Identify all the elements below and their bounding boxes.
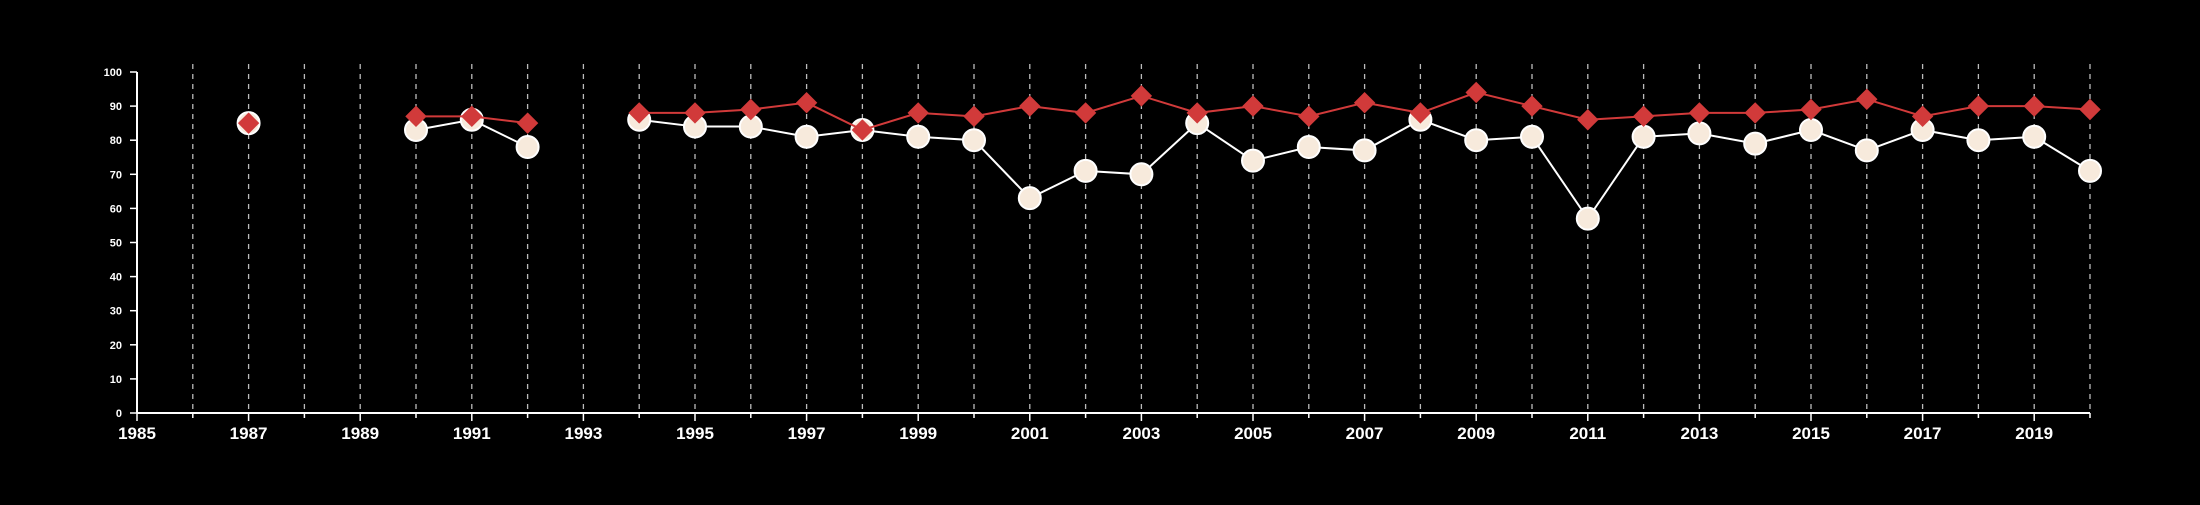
x-tick-label-1991: 1991 <box>453 424 491 443</box>
y-tick-label-20: 20 <box>110 340 122 352</box>
x-tick-label-1995: 1995 <box>676 424 714 443</box>
point-diamond-2015 <box>1800 98 1822 121</box>
point-circle-2019 <box>2022 124 2047 149</box>
y-tick-label-30: 30 <box>110 306 122 318</box>
point-diamond-2006 <box>1298 105 1320 128</box>
y-tick-label-80: 80 <box>110 135 122 147</box>
point-diamond-1999 <box>907 102 929 124</box>
x-tick-label-1999: 1999 <box>899 424 937 443</box>
point-diamond-2008 <box>1409 102 1432 124</box>
point-circle-2007 <box>1352 138 1377 163</box>
x-tick-label-2013: 2013 <box>1680 424 1718 443</box>
point-diamond-2020 <box>2079 98 2101 121</box>
point-circle-2005 <box>1241 148 1265 173</box>
y-tick-label-70: 70 <box>110 169 122 181</box>
point-diamond-1987 <box>237 112 260 134</box>
x-tick-label-2019: 2019 <box>2015 424 2053 443</box>
x-tick-label-1997: 1997 <box>788 424 826 443</box>
point-diamond-2003 <box>1130 85 1153 107</box>
point-diamond-2016 <box>1856 88 1878 110</box>
x-tick-label-2011: 2011 <box>1569 424 1606 443</box>
point-diamond-1997 <box>795 91 818 114</box>
point-circle-2015 <box>1799 117 1823 142</box>
point-circle-1992 <box>515 135 540 160</box>
x-tick-label-2009: 2009 <box>1457 424 1495 443</box>
point-diamond-1996 <box>740 98 762 121</box>
point-diamond-1995 <box>684 102 706 124</box>
point-circle-2011 <box>1575 206 1600 231</box>
y-tick-label-100: 100 <box>104 67 122 79</box>
point-circle-2010 <box>1520 124 1544 149</box>
y-tick-label-90: 90 <box>110 101 122 113</box>
series-circle <box>236 107 2102 231</box>
y-tick-label-10: 10 <box>110 374 122 386</box>
x-tick-label-1993: 1993 <box>564 424 602 443</box>
y-tick-label-40: 40 <box>110 272 122 284</box>
point-diamond-1991 <box>461 105 483 128</box>
point-diamond-2014 <box>1744 102 1766 124</box>
axis-layer: 0 10 20 30 40 50 60 70 80 90 100 1985 1987 1989 1991 19… <box>104 67 2091 443</box>
x-tick-label-2007: 2007 <box>1346 424 1384 443</box>
series-diamond <box>237 81 2101 141</box>
x-tick-label-2005: 2005 <box>1234 424 1272 443</box>
point-circle-2020 <box>2078 158 2102 183</box>
point-circle-2013 <box>1687 121 1712 146</box>
point-diamond-1992 <box>516 112 539 134</box>
x-tick-label-2015: 2015 <box>1792 424 1830 443</box>
point-diamond-2010 <box>1521 95 1543 117</box>
point-circle-2003 <box>1129 162 1154 187</box>
point-diamond-1998 <box>851 119 874 141</box>
x-tick-label-1985: 1985 <box>118 424 156 443</box>
x-tick-label-2003: 2003 <box>1122 424 1160 443</box>
point-diamond-2018 <box>1967 95 1990 117</box>
point-diamond-2000 <box>963 105 985 128</box>
point-circle-2001 <box>1017 186 1042 211</box>
point-circle-2014 <box>1743 131 1768 156</box>
y-tick-label-0: 0 <box>116 408 122 420</box>
point-diamond-1990 <box>405 105 427 128</box>
point-diamond-2013 <box>1688 102 1711 124</box>
point-diamond-2007 <box>1353 91 1376 114</box>
point-circle-2006 <box>1296 135 1321 160</box>
x-tick-label-1989: 1989 <box>341 424 379 443</box>
grid-layer <box>192 64 2091 413</box>
point-diamond-2004 <box>1186 102 1208 124</box>
point-diamond-2011 <box>1577 109 1599 131</box>
series-layer <box>236 81 2102 231</box>
point-circle-2000 <box>962 128 986 153</box>
point-circle-1999 <box>906 124 931 149</box>
point-diamond-2001 <box>1019 95 1041 117</box>
point-circle-2002 <box>1073 158 1098 183</box>
point-diamond-2009 <box>1465 81 1487 104</box>
x-tick-label-2001: 2001 <box>1011 424 1049 443</box>
x-tick-label-2017: 2017 <box>1904 424 1942 443</box>
point-circle-2012 <box>1631 124 1656 149</box>
point-diamond-2005 <box>1242 95 1264 117</box>
point-diamond-2002 <box>1074 102 1097 124</box>
point-circle-2009 <box>1464 128 1489 153</box>
point-diamond-2017 <box>1911 105 1934 128</box>
x-tick-label-1987: 1987 <box>230 424 268 443</box>
y-tick-label-60: 60 <box>110 203 122 215</box>
point-diamond-2019 <box>2023 95 2045 117</box>
point-circle-1997 <box>794 124 819 149</box>
point-diamond-1994 <box>628 102 650 124</box>
point-circle-2018 <box>1966 128 1991 153</box>
point-diamond-2012 <box>1632 105 1655 128</box>
point-circle-2016 <box>1854 138 1879 163</box>
y-tick-label-50: 50 <box>110 238 122 250</box>
